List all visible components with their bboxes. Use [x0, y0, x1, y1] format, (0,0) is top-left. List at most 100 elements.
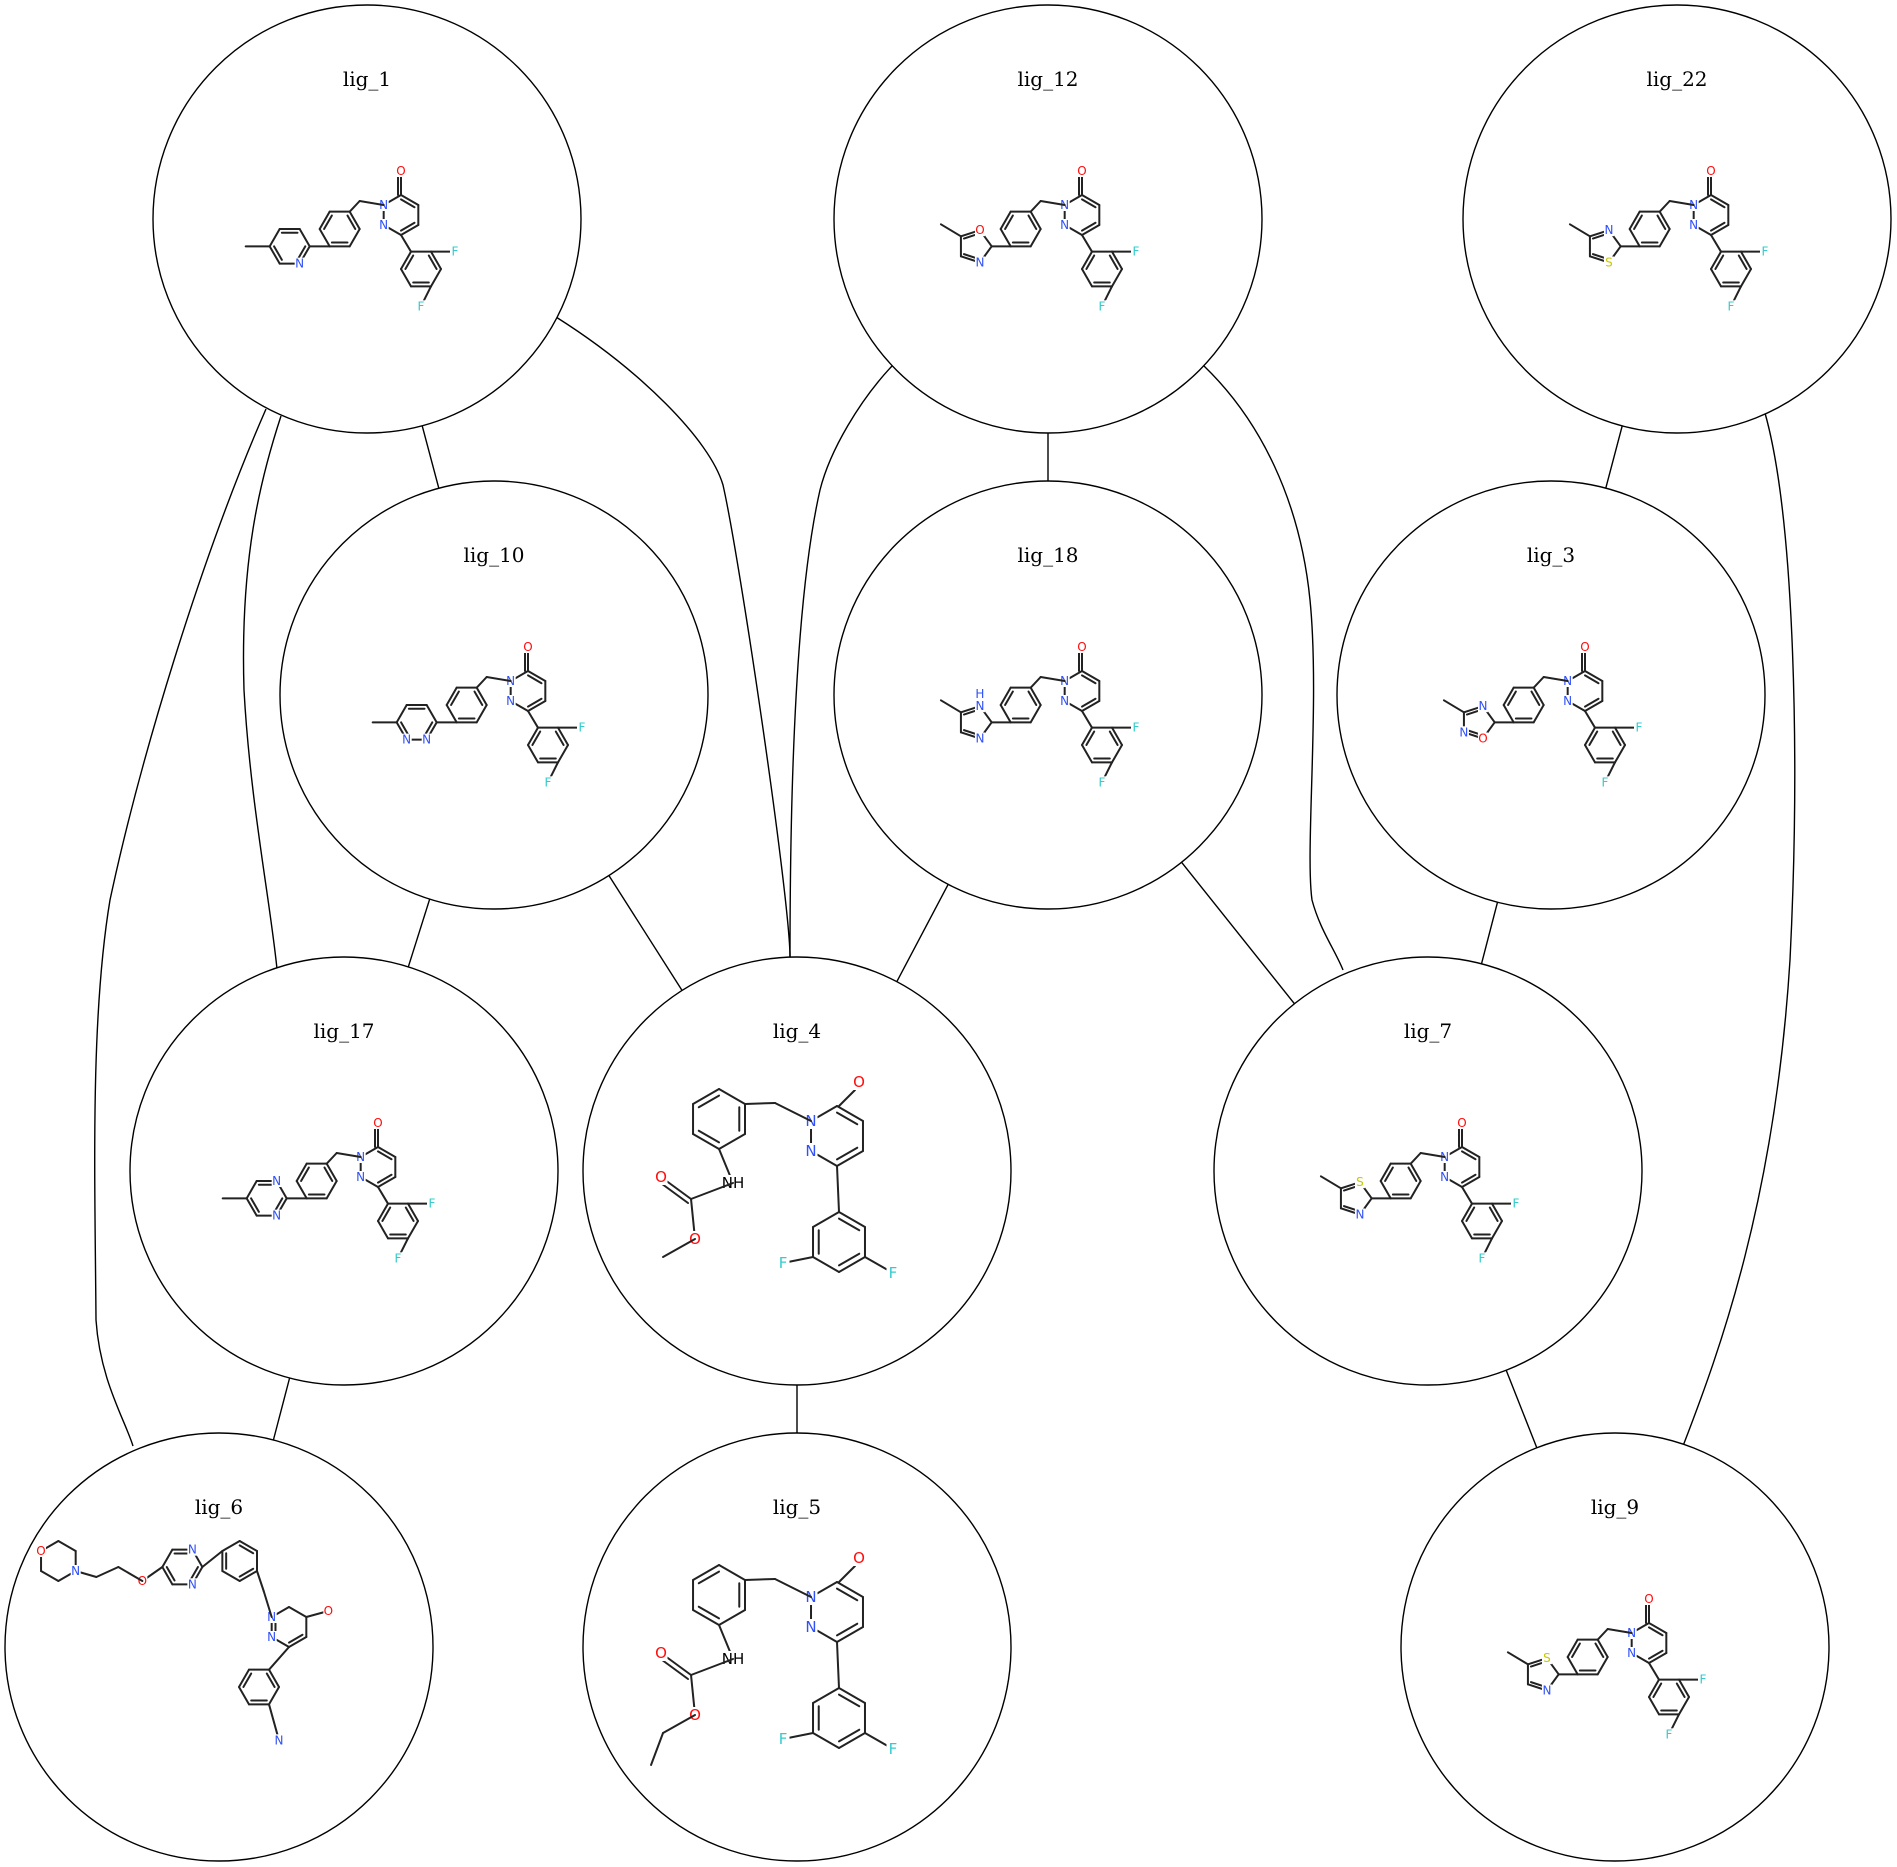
bond — [377, 1202, 389, 1222]
atom-background — [416, 300, 426, 313]
atom-fluorine: F — [889, 1740, 898, 1758]
atom-fluorine: F — [418, 299, 425, 313]
bond — [1652, 1682, 1663, 1698]
bond — [1710, 268, 1722, 288]
atom-fluorine: F — [1479, 1251, 1486, 1265]
bond — [1379, 1180, 1392, 1200]
bond — [265, 1672, 276, 1688]
bond — [268, 1668, 280, 1688]
bond — [527, 744, 539, 764]
atom-nitrogen: N — [402, 733, 411, 747]
bond — [1648, 1649, 1664, 1660]
bond — [1488, 1206, 1499, 1222]
bond — [245, 1180, 258, 1200]
atom-fluorine: F — [779, 1730, 788, 1748]
bond — [1461, 1173, 1477, 1184]
bond — [348, 200, 361, 213]
atom-fluorine: F — [1099, 299, 1106, 313]
bond — [1461, 1186, 1473, 1205]
bond — [1532, 704, 1545, 724]
atom-nitrogen: N — [1627, 1646, 1636, 1660]
bond — [836, 1105, 864, 1122]
atom-background — [1562, 695, 1573, 707]
bond — [377, 1173, 393, 1184]
bond — [1442, 699, 1465, 714]
bond — [838, 1728, 861, 1743]
atom-oxygen: O — [373, 1116, 382, 1130]
bond — [348, 228, 361, 248]
bond — [221, 1540, 241, 1552]
bond — [262, 1590, 273, 1618]
bond — [445, 704, 458, 724]
bond — [288, 1633, 304, 1644]
bond — [1029, 704, 1042, 724]
edge-lig-1-lig-6 — [94, 408, 267, 1447]
bond — [838, 1211, 866, 1228]
edge-lig-17-lig-6 — [272, 1377, 291, 1441]
bond — [400, 198, 416, 209]
atom-nitrogen: N — [1563, 694, 1572, 708]
atom-sulfur: S — [1356, 1175, 1364, 1189]
bond — [189, 1566, 199, 1582]
bond — [377, 1150, 393, 1161]
bond — [1710, 224, 1730, 236]
atom-background — [187, 1578, 198, 1591]
atom-background — [274, 1734, 284, 1747]
bond — [1584, 726, 1596, 746]
bond — [1532, 676, 1545, 689]
bond — [1658, 200, 1671, 213]
atom-nitrogen: N — [1689, 218, 1698, 232]
atom-background — [1603, 256, 1614, 269]
atom-background — [373, 1117, 383, 1129]
bond — [430, 268, 442, 288]
node-circle — [1462, 4, 1892, 434]
bond — [423, 721, 434, 737]
bond — [1081, 744, 1093, 764]
atom-background — [1457, 1117, 1467, 1129]
bond — [298, 228, 311, 248]
bond — [1740, 250, 1752, 270]
bond — [1029, 686, 1042, 706]
atom-background — [1097, 300, 1107, 313]
bond — [662, 1238, 697, 1258]
bond — [1491, 1202, 1503, 1222]
atom-nitrogen: N — [805, 1618, 816, 1636]
atom-background — [1077, 641, 1087, 653]
atom-background — [974, 224, 985, 237]
bond — [430, 250, 442, 270]
atom-background — [577, 721, 587, 734]
bond — [268, 1686, 280, 1706]
bond — [1633, 214, 1643, 230]
bond — [774, 1102, 813, 1122]
atom-background — [1354, 1208, 1365, 1221]
bond — [838, 1732, 866, 1749]
atom-nitrogen: N — [1542, 1683, 1551, 1697]
bond — [404, 1206, 415, 1222]
bond — [1409, 1162, 1422, 1182]
atom-background — [1600, 776, 1610, 789]
atom-background — [401, 733, 412, 746]
atom-nitrogen: N — [975, 699, 984, 713]
bond — [400, 221, 416, 232]
bond — [836, 1111, 859, 1126]
bond — [527, 710, 539, 729]
bond — [295, 1180, 308, 1200]
bond — [1081, 697, 1097, 708]
bond — [1108, 254, 1119, 270]
bond — [1596, 1628, 1609, 1641]
atom-background — [776, 1731, 790, 1747]
